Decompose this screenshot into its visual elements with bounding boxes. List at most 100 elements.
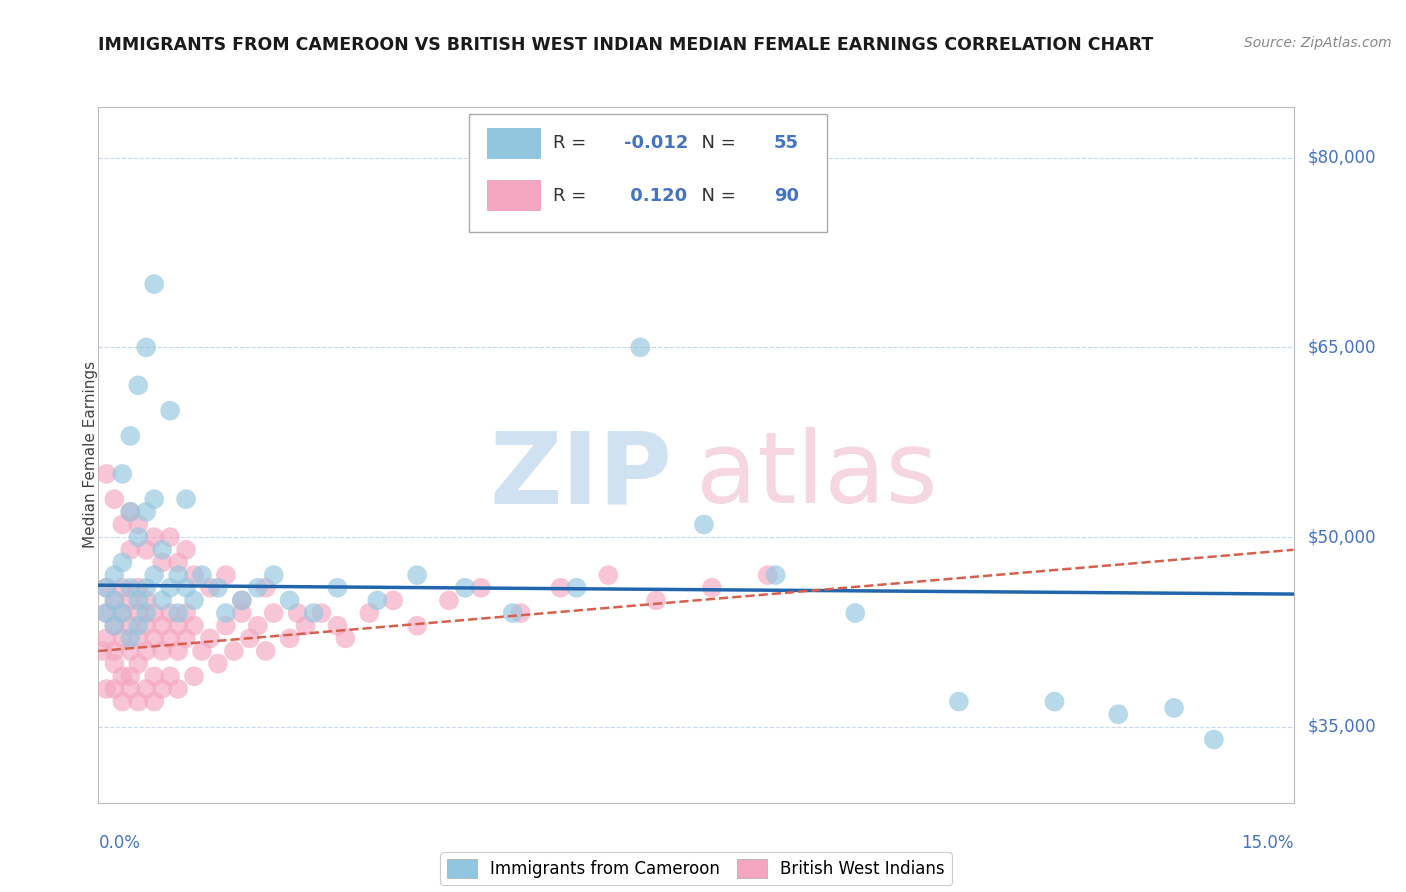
Point (183, 669, 205, 683)
Point (326, 581, 349, 595)
Point (120, 505, 142, 519)
Point (207, 657, 229, 671)
Point (167, 681, 190, 696)
Point (183, 568, 205, 582)
Point (231, 593, 253, 607)
Text: ZIP: ZIP (489, 427, 672, 524)
Point (103, 568, 125, 582)
Point (231, 593, 253, 607)
Point (311, 606, 333, 620)
Point (550, 581, 572, 595)
Point (127, 606, 149, 620)
Point (159, 581, 181, 595)
Point (406, 568, 429, 582)
Point (231, 606, 253, 620)
Text: $65,000: $65,000 (1308, 338, 1376, 357)
Point (183, 593, 205, 607)
Point (1043, 695, 1066, 709)
Point (103, 657, 125, 671)
Text: $50,000: $50,000 (1308, 528, 1376, 546)
Text: 15.0%: 15.0% (1241, 834, 1294, 853)
Text: N =: N = (690, 134, 741, 153)
Point (150, 681, 173, 696)
Point (502, 606, 524, 620)
Point (150, 542, 173, 557)
Point (103, 644, 125, 658)
Bar (486, 128, 540, 159)
Point (150, 593, 173, 607)
Point (96, 632, 118, 646)
Point (693, 517, 716, 532)
Point (565, 581, 588, 595)
Legend: Immigrants from Cameroon, British West Indians: Immigrants from Cameroon, British West I… (440, 853, 952, 885)
Point (127, 593, 149, 607)
Point (263, 568, 285, 582)
Point (143, 568, 166, 582)
Point (294, 618, 316, 632)
Point (111, 606, 134, 620)
Point (470, 581, 492, 595)
Point (174, 606, 197, 620)
Point (127, 581, 149, 595)
Point (120, 429, 142, 443)
Point (191, 568, 214, 582)
Point (174, 542, 197, 557)
Point (174, 632, 197, 646)
Point (183, 618, 205, 632)
Point (111, 581, 134, 595)
Point (174, 492, 197, 507)
Point (111, 632, 134, 646)
Point (628, 340, 651, 354)
Point (103, 618, 125, 632)
Point (254, 581, 277, 595)
Point (111, 467, 134, 481)
Point (150, 556, 173, 570)
Point (111, 695, 134, 709)
Point (1163, 701, 1185, 715)
Point (143, 695, 166, 709)
Point (143, 277, 166, 292)
Point (103, 593, 125, 607)
Point (127, 517, 149, 532)
Point (96, 606, 118, 620)
Text: Source: ZipAtlas.com: Source: ZipAtlas.com (1244, 36, 1392, 50)
Point (127, 657, 149, 671)
Point (96, 467, 118, 481)
Text: 0.120: 0.120 (624, 187, 688, 205)
Point (120, 632, 142, 646)
Point (239, 632, 262, 646)
Point (198, 632, 221, 646)
Point (150, 618, 173, 632)
Point (159, 669, 181, 683)
Point (120, 581, 142, 595)
Point (127, 378, 149, 392)
Point (120, 618, 142, 632)
Point (167, 568, 190, 582)
Point (509, 606, 531, 620)
FancyBboxPatch shape (470, 114, 827, 232)
Point (159, 632, 181, 646)
Point (143, 530, 166, 544)
Point (159, 606, 181, 620)
Point (167, 606, 190, 620)
Point (598, 568, 620, 582)
Point (215, 618, 238, 632)
Point (222, 644, 245, 658)
Point (454, 581, 477, 595)
Point (135, 618, 157, 632)
Point (1107, 707, 1129, 722)
Point (215, 606, 238, 620)
Text: R =: R = (553, 134, 592, 153)
Text: -0.012: -0.012 (624, 134, 689, 153)
Point (120, 542, 142, 557)
Point (127, 632, 149, 646)
Point (287, 606, 309, 620)
Point (135, 644, 157, 658)
Point (135, 542, 157, 557)
Point (302, 606, 325, 620)
Point (167, 644, 190, 658)
Point (191, 644, 214, 658)
Point (198, 581, 221, 595)
Point (127, 530, 149, 544)
Point (246, 581, 269, 595)
